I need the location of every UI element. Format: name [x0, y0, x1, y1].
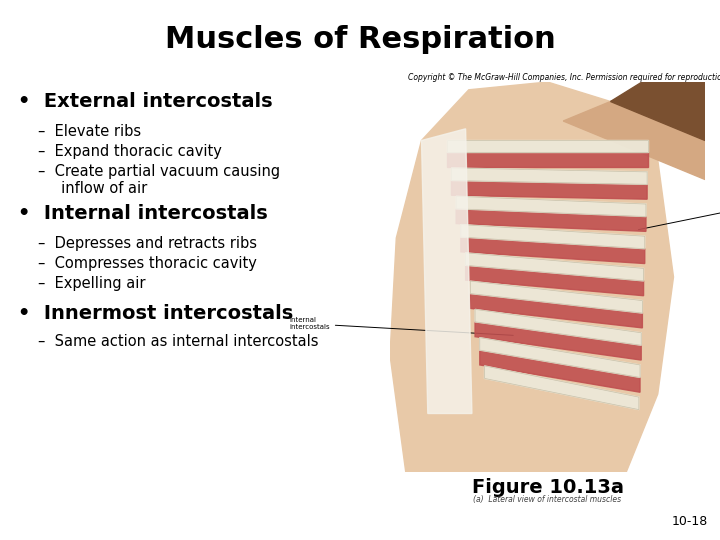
Polygon shape — [480, 350, 640, 392]
Text: –  Same action as internal intercostals: – Same action as internal intercostals — [38, 334, 318, 349]
Polygon shape — [485, 366, 639, 410]
Text: –  Depresses and retracts ribs: – Depresses and retracts ribs — [38, 236, 257, 251]
Text: Figure 10.13a: Figure 10.13a — [472, 478, 624, 497]
Polygon shape — [466, 265, 644, 296]
Text: •  External intercostals: • External intercostals — [18, 92, 273, 111]
Text: –  Create partial vacuum causing
     inflow of air: – Create partial vacuum causing inflow o… — [38, 164, 280, 197]
Text: –  Elevate ribs: – Elevate ribs — [38, 124, 141, 139]
Polygon shape — [466, 253, 644, 281]
Polygon shape — [421, 129, 472, 414]
Text: External
intercostals: External intercostals — [639, 200, 720, 230]
Polygon shape — [470, 281, 642, 313]
Text: –  Expand thoracic cavity: – Expand thoracic cavity — [38, 144, 222, 159]
Polygon shape — [461, 225, 644, 249]
Polygon shape — [451, 168, 647, 184]
Text: Copyright © The McGraw-Hill Companies, Inc. Permission required for reproduction: Copyright © The McGraw-Hill Companies, I… — [408, 73, 720, 82]
Polygon shape — [611, 82, 705, 140]
Text: •  Innermost intercostals: • Innermost intercostals — [18, 304, 293, 323]
Polygon shape — [563, 82, 705, 179]
Text: 10-18: 10-18 — [672, 515, 708, 528]
Polygon shape — [446, 152, 648, 167]
Polygon shape — [461, 237, 644, 264]
Polygon shape — [470, 294, 642, 328]
Text: –  Expelling air: – Expelling air — [38, 276, 145, 291]
Polygon shape — [456, 196, 646, 217]
Polygon shape — [456, 209, 646, 231]
Polygon shape — [475, 309, 642, 345]
Polygon shape — [451, 180, 647, 199]
Text: –  Compresses thoracic cavity: – Compresses thoracic cavity — [38, 256, 257, 271]
Text: (a)  Lateral view of intercostal muscles: (a) Lateral view of intercostal muscles — [474, 495, 621, 504]
Text: •  Internal intercostals: • Internal intercostals — [18, 204, 268, 223]
Text: Muscles of Respiration: Muscles of Respiration — [165, 25, 555, 54]
Polygon shape — [475, 322, 642, 360]
Polygon shape — [480, 338, 640, 377]
Polygon shape — [390, 82, 673, 472]
Text: Internal
intercostals: Internal intercostals — [289, 318, 513, 335]
Polygon shape — [446, 140, 648, 152]
